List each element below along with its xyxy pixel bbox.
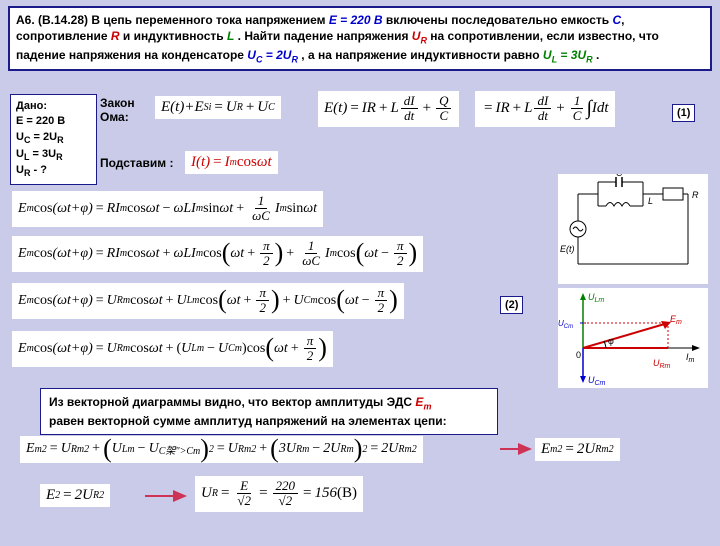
given-line-3: UL = 3UR (16, 147, 91, 164)
given-box: Дано: E = 220 В UC = 2UR UL = 3UR UR - ? (10, 94, 97, 185)
conclusion-box: Из векторной диаграммы видно, что вектор… (40, 388, 498, 435)
formula-ohm-mid: E(t)=IR+LdIdt+QC (318, 91, 459, 127)
formula-em-neat: Em2=2URm2 (535, 438, 620, 461)
circuit-diagram: C L R E(t) (558, 174, 708, 284)
formula-ohm-short: E(t)+ESi=UR+UC (155, 96, 281, 119)
problem-statement: А6. (В.14.28) В цепь переменного тока на… (8, 6, 712, 71)
formula-ohm-long: =IR+LdIdt+1C∫Idt (475, 91, 615, 127)
eqnum-2: (2) (500, 296, 523, 314)
given-line-2: UC = 2UR (16, 130, 91, 147)
formula-expand-4: Emcos(ωt+φ)=URmcosωt+(ULm−UCm)cos(ωt+π2) (12, 331, 333, 367)
svg-text:0: 0 (576, 350, 581, 360)
formula-expand-3: Emcos(ωt+φ)=URmcosωt+ULmcos(ωt+π2)+UCmco… (12, 283, 404, 319)
vector-diagram: 0 ULm UCm UCm Im URm Em φ (558, 288, 708, 388)
given-title: Дано: (16, 99, 91, 114)
formula-sum-sq: Em2=URm2+(ULm−U C架">Cm)2=URm2+(3URm−2URm… (20, 436, 423, 463)
svg-text:C: C (616, 174, 623, 178)
given-line-1: E = 220 В (16, 114, 91, 129)
svg-text:φ: φ (608, 336, 614, 346)
law-label: Закон Ома: (100, 96, 150, 124)
svg-text:L: L (648, 196, 653, 206)
given-line-4: UR - ? (16, 163, 91, 180)
formula-current: I(t)=Im cos ωt (185, 151, 278, 174)
problem-text: А6. (В.14.28) В цепь переменного тока на… (16, 13, 659, 62)
eqnum-1: (1) (672, 104, 695, 122)
formula-result: UR=E√2=220√2=156 (B) (195, 476, 363, 512)
subst-label: Подставим : (100, 156, 173, 170)
formula-expand-1: Emcos(ωt+φ)=RImcosωt−ωLImsinωt+1ωCImsinω… (12, 191, 323, 227)
formula-e2: E2=2UR2 (40, 484, 110, 507)
svg-text:E(t): E(t) (560, 244, 575, 254)
formula-expand-2: Emcos(ωt+φ)=RImcosωt+ωLImcos(ωt+π2)+1ωCI… (12, 236, 423, 272)
svg-text:R: R (692, 190, 699, 200)
